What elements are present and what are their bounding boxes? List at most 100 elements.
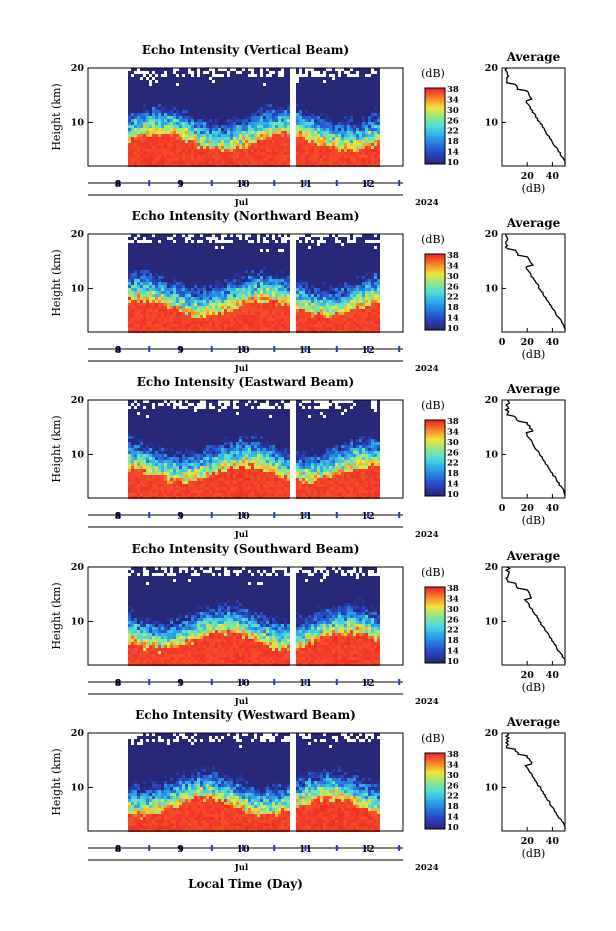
- heatmap-cell: [365, 285, 368, 288]
- heatmap-cell: [299, 152, 302, 155]
- heatmap-cell: [329, 134, 332, 137]
- heatmap-cell: [236, 113, 239, 116]
- heatmap-cell: [368, 270, 371, 273]
- heatmap-cell: [287, 249, 290, 252]
- heatmap-cell: [353, 318, 356, 321]
- heatmap-cell: [257, 104, 260, 107]
- heatmap-cell: [176, 122, 179, 125]
- heatmap-cell: [137, 297, 140, 300]
- heatmap-cell: [158, 252, 161, 255]
- heatmap-cell: [191, 288, 194, 291]
- heatmap-cell: [305, 131, 308, 134]
- heatmap-cell: [278, 137, 281, 140]
- heatmap-cell: [365, 98, 368, 101]
- heatmap-cell: [128, 134, 131, 137]
- heatmap-cell: [137, 279, 140, 282]
- heatmap-cell: [197, 264, 200, 267]
- heatmap-cell: [221, 152, 224, 155]
- heatmap-cell: [146, 107, 149, 110]
- heatmap-cell: [317, 92, 320, 95]
- heatmap-cell: [257, 92, 260, 95]
- heatmap-cell: [287, 315, 290, 318]
- heatmap-cell: [158, 110, 161, 113]
- heatmap-cell: [182, 279, 185, 282]
- heatmap-cell: [299, 252, 302, 255]
- heatmap-cell: [272, 95, 275, 98]
- heatmap-cell: [341, 237, 344, 240]
- heatmap-cell: [371, 149, 374, 152]
- heatmap-cell: [308, 276, 311, 279]
- heatmap-cell: [200, 300, 203, 303]
- heatmap-cell: [374, 300, 377, 303]
- heatmap-cell: [188, 267, 191, 270]
- heatmap-cell: [215, 80, 218, 83]
- heatmap-cell: [179, 270, 182, 273]
- heatmap-cell: [134, 134, 137, 137]
- heatmap-cell: [341, 309, 344, 312]
- heatmap-cell: [359, 306, 362, 309]
- heatmap-cell: [257, 128, 260, 131]
- colorbar-step: [425, 140, 445, 143]
- heatmap-cell: [239, 303, 242, 306]
- heatmap-cell: [329, 303, 332, 306]
- colorbar-step: [425, 130, 445, 133]
- heatmap-cell: [170, 125, 173, 128]
- heatmap-cell: [158, 234, 161, 237]
- heatmap-cell: [356, 137, 359, 140]
- heatmap-cell: [197, 246, 200, 249]
- heatmap-cell: [197, 86, 200, 89]
- heatmap-cell: [329, 128, 332, 131]
- heatmap-cell: [260, 95, 263, 98]
- heatmap-cell: [245, 110, 248, 113]
- heatmap-cell: [248, 131, 251, 134]
- heatmap-cell: [311, 315, 314, 318]
- heatmap-cell: [236, 116, 239, 119]
- heatmap-cell: [356, 143, 359, 146]
- heatmap-cell: [251, 116, 254, 119]
- heatmap-cell: [185, 68, 188, 71]
- heatmap-cell: [308, 89, 311, 92]
- heatmap-cell: [242, 252, 245, 255]
- heatmap-cell: [191, 276, 194, 279]
- heatmap-cell: [368, 134, 371, 137]
- heatmap-cell: [368, 243, 371, 246]
- heatmap-cell: [356, 300, 359, 303]
- colorbar-step: [425, 146, 445, 149]
- heatmap-cell: [146, 294, 149, 297]
- colorbar-step: [425, 102, 445, 105]
- heatmap-cell: [338, 300, 341, 303]
- heatmap-cell: [368, 252, 371, 255]
- heatmap-cell: [311, 261, 314, 264]
- heatmap-cell: [158, 264, 161, 267]
- heatmap-cell: [323, 312, 326, 315]
- heatmap-cell: [152, 240, 155, 243]
- heatmap-cell: [329, 282, 332, 285]
- heatmap-cell: [152, 246, 155, 249]
- heatmap-cell: [143, 137, 146, 140]
- heatmap-cell: [182, 80, 185, 83]
- heatmap-cell: [143, 152, 146, 155]
- heatmap-cell: [371, 110, 374, 113]
- heatmap-cell: [236, 158, 239, 161]
- heatmap-cell: [218, 264, 221, 267]
- heatmap-cell: [284, 122, 287, 125]
- heatmap-cell: [134, 255, 137, 258]
- heatmap-cell: [200, 110, 203, 113]
- heatmap-cell: [374, 237, 377, 240]
- heatmap-cell: [185, 161, 188, 164]
- heatmap-cell: [302, 303, 305, 306]
- heatmap-cell: [197, 285, 200, 288]
- heatmap-cell: [137, 246, 140, 249]
- heatmap-cell: [368, 80, 371, 83]
- heatmap-cell: [254, 125, 257, 128]
- heatmap-cell: [299, 279, 302, 282]
- heatmap-cell: [224, 291, 227, 294]
- heatmap-cell: [266, 119, 269, 122]
- heatmap-cell: [344, 86, 347, 89]
- heatmap-cell: [272, 134, 275, 137]
- heatmap-cell: [281, 309, 284, 312]
- heatmap-cell: [317, 155, 320, 158]
- heatmap-cell: [230, 270, 233, 273]
- heatmap-cell: [353, 104, 356, 107]
- heatmap-cell: [143, 101, 146, 104]
